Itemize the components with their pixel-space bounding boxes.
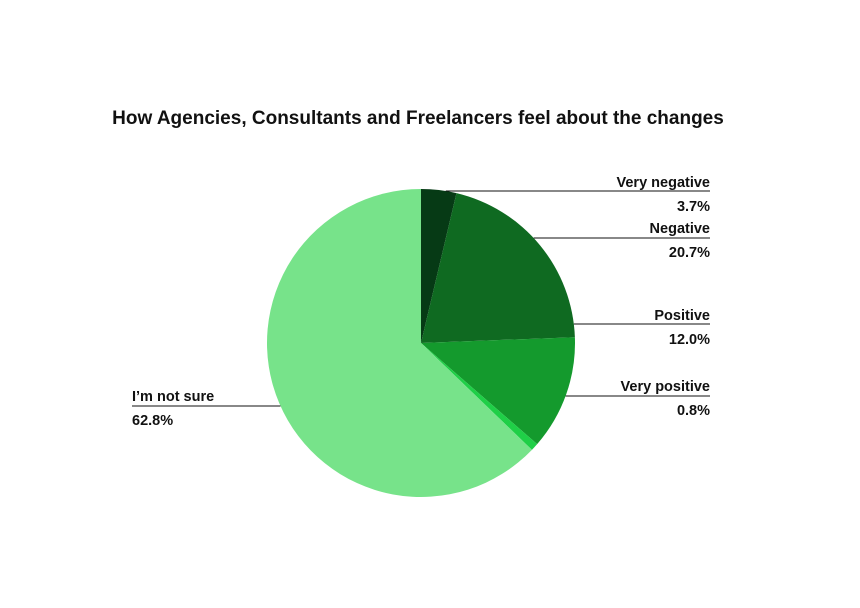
slice-label-i-m-not-sure: I’m not sure <box>132 389 214 405</box>
slice-label-very-negative: Very negative <box>617 175 711 191</box>
slice-label-positive: Positive <box>654 308 710 324</box>
leader-lines <box>132 190 710 407</box>
slice-label-very-positive: Very positive <box>621 379 710 395</box>
pie-slices <box>266 189 575 498</box>
chart-title: How Agencies, Consultants and Freelancer… <box>112 108 724 129</box>
slice-label-negative: Negative <box>650 221 710 237</box>
pie-slice-very-positive <box>421 343 538 450</box>
pie-slice-very-negative <box>421 189 457 343</box>
slice-value-negative: 20.7% <box>669 245 710 261</box>
slice-value-i-m-not-sure: 62.8% <box>132 413 173 429</box>
pie-slice-positive <box>421 337 575 445</box>
slice-labels: Very negative 3.7% Negative 20.7% Positive 12… <box>132 175 710 429</box>
slice-value-positive: 12.0% <box>669 332 710 348</box>
slice-value-very-negative: 3.7% <box>677 199 710 215</box>
pie-slice-i-m-not-sure <box>266 189 532 498</box>
slice-value-very-positive: 0.8% <box>677 403 710 419</box>
pie-slice-negative <box>421 193 575 343</box>
